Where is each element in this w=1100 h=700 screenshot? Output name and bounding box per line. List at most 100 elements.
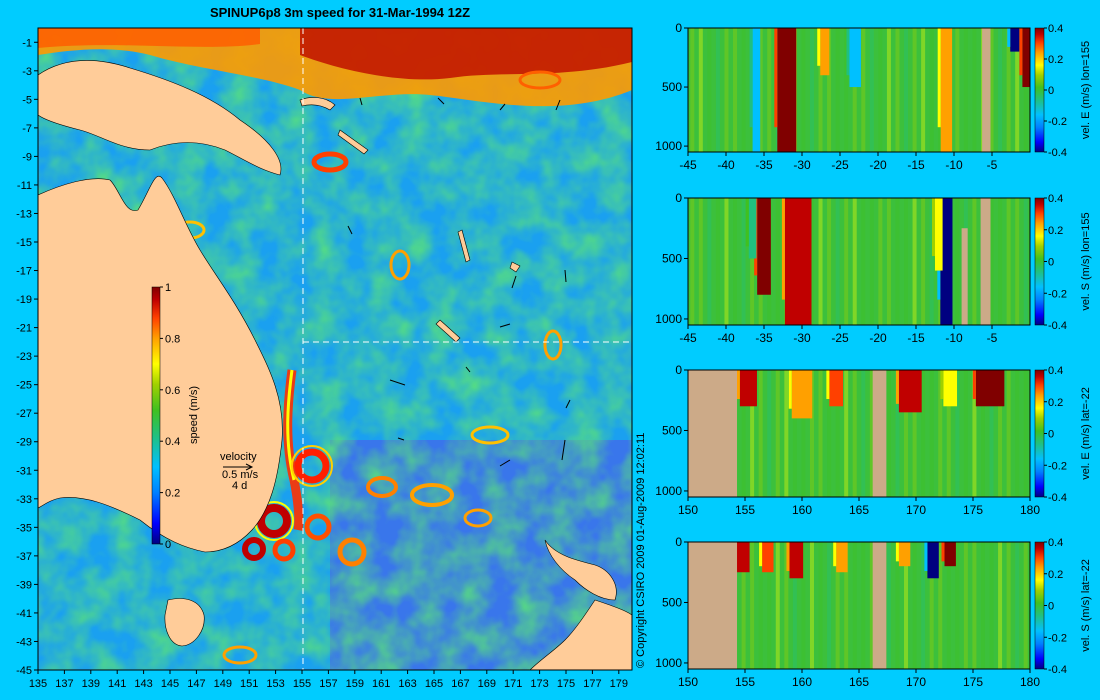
section-y-tick-label: 1000 xyxy=(655,139,682,153)
map-lon-tick-label: 173 xyxy=(530,678,548,690)
map-lat-tick-label: -13 xyxy=(16,208,32,220)
map-lon-tick-label: 161 xyxy=(372,678,390,690)
section-x-tick-label: 150 xyxy=(678,675,698,689)
section-feature xyxy=(757,198,771,295)
section-feature xyxy=(739,370,757,407)
section-x-tick-label: -5 xyxy=(987,331,998,345)
section-streak xyxy=(989,370,994,497)
section-x-tick-label: -35 xyxy=(755,158,773,172)
section-feature-edge xyxy=(781,198,785,300)
map-lat-tick-label: -5 xyxy=(22,94,32,106)
section-streak xyxy=(929,542,934,669)
section-y-tick-label: 1000 xyxy=(655,312,682,326)
map-lat-tick-label: -3 xyxy=(22,66,32,78)
map-lat-tick-label: -23 xyxy=(16,351,32,363)
section-streak xyxy=(844,28,849,152)
map-lat-tick-label: -9 xyxy=(22,151,32,163)
section-colorbar-tick-label: 0 xyxy=(1048,601,1054,613)
section-streak xyxy=(801,28,806,152)
section-streak xyxy=(852,198,857,325)
velocity-legend-title: velocity xyxy=(220,451,257,463)
section-x-tick-label: 180 xyxy=(1020,675,1040,689)
map-lon-tick-label: 139 xyxy=(82,678,100,690)
section-streak xyxy=(895,370,900,497)
map-lon-tick-label: 153 xyxy=(266,678,284,690)
section-streak xyxy=(724,28,729,152)
section-feature xyxy=(944,542,956,567)
section-streak xyxy=(895,28,900,152)
section-feature xyxy=(927,542,939,579)
section-feature-edge xyxy=(788,370,792,409)
section-feature-edge xyxy=(941,542,945,562)
section-colorbar-tick-label: 0.4 xyxy=(1048,193,1063,205)
section-feature xyxy=(735,542,750,573)
new-britain xyxy=(299,97,336,111)
section-x-tick-label: 175 xyxy=(963,675,983,689)
section-streak xyxy=(750,542,755,669)
section-streak xyxy=(912,370,917,497)
section-streak xyxy=(750,198,755,325)
section-streak xyxy=(861,198,866,325)
section-feature-edge xyxy=(774,28,778,128)
section-streak xyxy=(861,28,866,152)
section-streak xyxy=(861,542,866,669)
section-streak xyxy=(827,370,832,497)
section-streak xyxy=(852,28,857,152)
section-land xyxy=(688,542,738,669)
map-lon-tick-label: 145 xyxy=(161,678,179,690)
speed-map: 1 0.8 0.6 0.4 0.2 0 speed (m/s) velocity 0.5 … xyxy=(16,27,633,690)
map-lon-tick-label: 151 xyxy=(240,678,258,690)
section-streak xyxy=(861,370,866,497)
section-feature-edge xyxy=(940,370,944,400)
speed-colorbar-ticks: 1 0.8 0.6 0.4 0.2 0 xyxy=(160,282,180,551)
section-colorbar-tick-label: 0.2 xyxy=(1048,569,1063,581)
section-streak xyxy=(998,28,1003,152)
section-feature-edge xyxy=(745,198,749,247)
section-feature-edge xyxy=(846,28,850,76)
vanuatu xyxy=(457,229,471,263)
map-lon-tick-label: 147 xyxy=(187,678,205,690)
section-streak xyxy=(904,28,909,152)
section-streak xyxy=(775,542,780,669)
section-x-tick-label: 170 xyxy=(906,675,926,689)
section-streak xyxy=(955,28,960,152)
section-streak xyxy=(852,370,857,497)
section-streak xyxy=(741,542,746,669)
new-zealand-south xyxy=(529,599,632,670)
section-x-tick-label: 165 xyxy=(849,503,869,517)
section-streak xyxy=(690,198,695,325)
map-lat-tick-label: -43 xyxy=(16,636,32,648)
section-x-tick-label: -40 xyxy=(717,331,735,345)
section-streak xyxy=(1023,370,1028,497)
section-streak xyxy=(869,542,874,669)
section-streak xyxy=(750,370,755,497)
velocity-legend-days: 4 d xyxy=(232,480,247,492)
section-feature-edge xyxy=(1019,28,1023,76)
section-streak xyxy=(827,198,832,325)
section-y-tick-label: 500 xyxy=(662,423,682,437)
section-feature xyxy=(940,198,953,325)
section-feature-edge xyxy=(895,370,899,404)
section-streak xyxy=(767,370,772,497)
section-y-tick-label: 1000 xyxy=(655,656,682,670)
map-lon-tick-label: 171 xyxy=(504,678,522,690)
section-y-tick-label: 500 xyxy=(662,80,682,94)
section-streak xyxy=(767,28,772,152)
section-streak xyxy=(698,28,703,152)
speed-colorbar xyxy=(151,286,161,545)
section-panels: -45 -40 -35 -30 -25 -20 -15 -10 -5 0 500 1000 0.4 0.2… xyxy=(655,21,1092,689)
section-streak xyxy=(886,370,891,497)
section-colorbar-label: vel. S (m/s) lon=155 xyxy=(1080,212,1092,310)
land-masses xyxy=(38,60,632,670)
section-panel-3: 150 155 160 165 170 175 180 0 500 1000 0.4 0.2 0 -0.2… xyxy=(655,363,1092,517)
section-colorbar-tick-label: 0.4 xyxy=(1048,365,1063,377)
section-y-tick-label: 500 xyxy=(662,251,682,265)
section-panel-1: -45 -40 -35 -30 -25 -20 -15 -10 -5 0 500 1000 0.4 0.2… xyxy=(655,21,1092,172)
section-streak xyxy=(972,370,977,497)
speed-colorbar-tick-label: 0.6 xyxy=(165,385,180,397)
section-land xyxy=(872,370,887,497)
solomon-islands xyxy=(337,129,369,155)
section-streak xyxy=(818,28,823,152)
section-streak xyxy=(792,370,797,497)
